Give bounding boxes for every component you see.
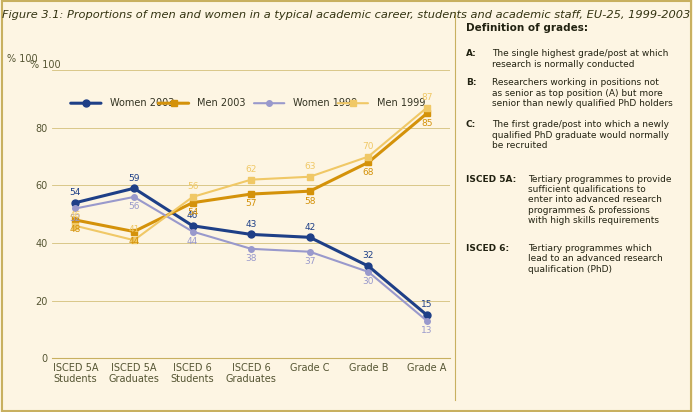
Text: 54: 54 <box>70 188 81 197</box>
Text: Women 1999: Women 1999 <box>293 98 358 108</box>
Text: 37: 37 <box>304 257 315 266</box>
Text: A:: A: <box>466 49 477 59</box>
Text: The first grade/post into which a newly
qualified PhD graduate would normally
be: The first grade/post into which a newly … <box>492 120 669 150</box>
Text: Tertiary programmes which
lead to an advanced research
qualification (PhD): Tertiary programmes which lead to an adv… <box>528 244 663 274</box>
Text: ISCED 5A:: ISCED 5A: <box>466 175 516 184</box>
Text: 46: 46 <box>187 211 198 220</box>
Text: 62: 62 <box>245 165 257 174</box>
Text: % 100: % 100 <box>7 54 37 64</box>
Text: 44: 44 <box>187 237 198 246</box>
Text: Men 1999: Men 1999 <box>377 98 425 108</box>
Text: 46: 46 <box>70 211 81 220</box>
Text: 68: 68 <box>362 168 374 177</box>
Text: % 100: % 100 <box>30 60 60 70</box>
Text: 54: 54 <box>187 208 198 217</box>
Text: 38: 38 <box>245 254 257 263</box>
Text: 58: 58 <box>304 197 315 206</box>
Text: 43: 43 <box>245 220 257 229</box>
Text: 57: 57 <box>245 199 257 208</box>
Text: 42: 42 <box>304 222 315 232</box>
Text: 63: 63 <box>304 162 315 171</box>
Text: 87: 87 <box>421 93 432 102</box>
Text: Women 2003: Women 2003 <box>109 98 174 108</box>
Text: Definition of grades:: Definition of grades: <box>466 23 588 33</box>
Text: ISCED 6:: ISCED 6: <box>466 244 509 253</box>
Text: B:: B: <box>466 78 476 87</box>
Text: C:: C: <box>466 120 476 129</box>
Text: 85: 85 <box>421 119 432 128</box>
Text: 56: 56 <box>187 182 198 191</box>
Text: Researchers working in positions not
as senior as top position (A) but more
seni: Researchers working in positions not as … <box>492 78 673 108</box>
Text: 41: 41 <box>128 225 140 234</box>
Text: 56: 56 <box>128 202 140 211</box>
Text: The single highest grade/post at which
research is normally conducted: The single highest grade/post at which r… <box>492 49 669 69</box>
Text: 13: 13 <box>421 326 432 335</box>
Text: 32: 32 <box>362 251 374 260</box>
Text: Men 2003: Men 2003 <box>198 98 246 108</box>
Text: 15: 15 <box>421 300 432 309</box>
Text: 30: 30 <box>362 277 374 286</box>
Text: 59: 59 <box>128 173 140 183</box>
Text: 44: 44 <box>128 237 139 246</box>
Text: Figure 3.1: Proportions of men and women in a typical academic career, students : Figure 3.1: Proportions of men and women… <box>2 10 691 20</box>
Text: 52: 52 <box>70 214 81 223</box>
Text: 70: 70 <box>362 142 374 151</box>
Text: 48: 48 <box>70 225 81 234</box>
Text: Tertiary programmes to provide
sufficient qualifications to
enter into advanced : Tertiary programmes to provide sufficien… <box>528 175 672 225</box>
